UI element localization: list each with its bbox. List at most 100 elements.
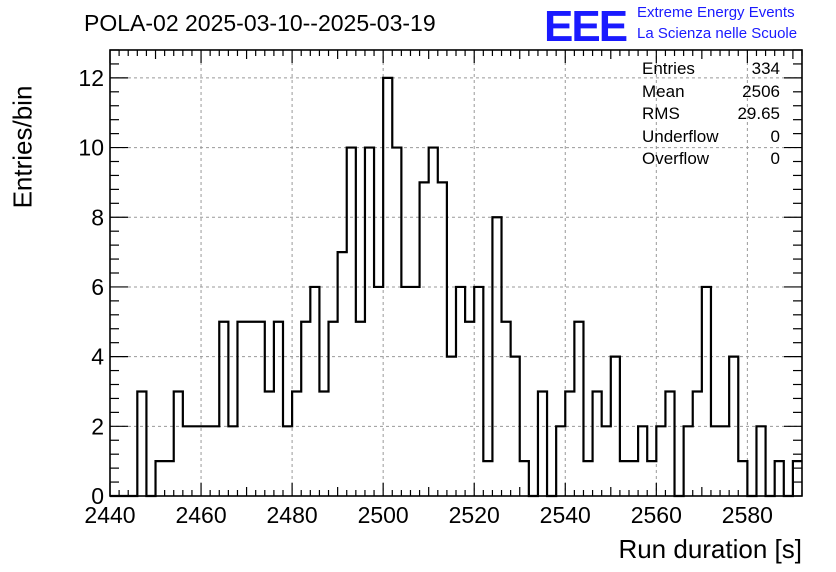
histogram-bin: [538, 391, 547, 496]
logo-tagline-1: Extreme Energy Events: [637, 4, 795, 21]
histogram-bin: [656, 426, 665, 496]
histogram-bin: [638, 426, 647, 496]
histogram-bin: [310, 287, 319, 496]
histogram-bin: [174, 391, 183, 496]
histogram-bin: [210, 426, 219, 496]
y-tick-label: 2: [91, 413, 104, 439]
x-tick-label: 2580: [722, 502, 773, 528]
histogram-bin: [702, 287, 711, 496]
histogram-bin: [247, 322, 256, 496]
histogram-bin: [401, 287, 410, 496]
histogram-bin: [256, 322, 265, 496]
histogram-bin: [647, 461, 656, 496]
y-tick-label: 6: [91, 274, 104, 300]
x-tick-label: 2440: [84, 502, 135, 528]
histogram-bin: [720, 426, 729, 496]
histogram-bin: [292, 391, 301, 496]
stat-row-overflow: Overflow 0: [642, 149, 780, 172]
stat-value: 0: [770, 149, 780, 168]
x-tick-label: 2500: [358, 502, 409, 528]
histogram-bin: [738, 461, 747, 496]
histogram-bin: [319, 391, 328, 496]
histogram-bin: [483, 461, 492, 496]
y-tick-label: 10: [78, 135, 104, 161]
y-axis-label: Entries/bin: [7, 85, 38, 209]
stat-row-entries: Entries 334: [642, 59, 780, 82]
histogram-bin: [593, 391, 602, 496]
histogram-bin: [410, 287, 419, 496]
histogram-bin: [775, 461, 784, 496]
stat-label: Underflow: [642, 126, 719, 146]
x-tick-label: 2540: [540, 502, 591, 528]
histogram-bin: [329, 322, 338, 496]
histogram-bin: [520, 461, 529, 496]
histogram-bin: [565, 391, 574, 496]
y-tick-label: 8: [91, 204, 104, 230]
histogram-bin: [265, 391, 274, 496]
histogram-bin: [429, 148, 438, 496]
histogram-bin: [583, 461, 592, 496]
histogram-bin: [684, 426, 693, 496]
stats-box: Entries 334 Mean 2506 RMS 29.65 Underflo…: [642, 59, 780, 172]
histogram-bin: [219, 322, 228, 496]
histogram-bin: [192, 426, 201, 496]
histogram-bin: [420, 182, 429, 496]
x-tick-label: 2520: [449, 502, 500, 528]
histogram-bin: [338, 252, 347, 496]
histogram-bin: [392, 148, 401, 496]
chart-title: POLA-02 2025-03-10--2025-03-19: [84, 10, 436, 36]
histogram-bin: [374, 287, 383, 496]
histogram-bin: [201, 426, 210, 496]
stat-row-rms: RMS 29.65: [642, 104, 780, 127]
y-tick-label: 4: [91, 344, 104, 370]
histogram-bin: [165, 461, 174, 496]
stat-row-underflow: Underflow 0: [642, 127, 780, 150]
stat-value: 29.65: [737, 104, 780, 123]
histogram-bin: [502, 322, 511, 496]
stat-label: Mean: [642, 81, 685, 101]
histogram-bin: [228, 426, 237, 496]
histogram-bin: [347, 148, 356, 496]
histogram-bin: [137, 391, 146, 496]
y-tick-label: 12: [78, 65, 104, 91]
histogram-bin: [438, 182, 447, 496]
histogram-bin: [156, 461, 165, 496]
stat-value: 2506: [742, 81, 780, 101]
stat-label: Entries: [642, 59, 695, 78]
y-axis-label-box: Entries/bin: [6, 86, 40, 209]
stat-value: 334: [751, 59, 780, 78]
histogram-bin: [356, 322, 365, 496]
histogram-bin: [711, 426, 720, 496]
stat-label: RMS: [642, 104, 680, 123]
histogram-bin: [474, 287, 483, 496]
stat-value: 0: [770, 126, 780, 146]
histogram-bin: [620, 461, 629, 496]
x-tick-label: 2460: [175, 502, 226, 528]
histogram-bin: [556, 426, 565, 496]
logo-tagline-2: La Scienza nelle Scuole: [637, 25, 798, 42]
histogram-bin: [629, 461, 638, 496]
histogram-bin: [756, 426, 765, 496]
y-tick-label: 0: [91, 483, 104, 509]
histogram-bin: [693, 391, 702, 496]
tick-labels: 2440 2460 2480 2500 2520 2540 2560 2580 0 2 4 6 8 10 1…: [78, 65, 773, 528]
histogram-bin: [274, 322, 283, 496]
histogram-bin: [183, 426, 192, 496]
stat-label: Overflow: [642, 149, 710, 168]
stat-row-mean: Mean 2506: [642, 82, 780, 105]
histogram-bin: [456, 287, 465, 496]
histogram-bin: [283, 426, 292, 496]
histogram-bin: [602, 426, 611, 496]
histogram-bin: [301, 322, 310, 496]
x-tick-label: 2480: [267, 502, 318, 528]
histogram-bin: [665, 391, 674, 496]
histogram-bin: [237, 322, 246, 496]
histogram-outline: [110, 76, 802, 498]
x-axis-label: Run duration [s]: [618, 534, 802, 564]
histogram-bin: [793, 461, 802, 496]
histogram-bin: [574, 322, 583, 496]
eee-logo: EEE: [544, 2, 628, 51]
histogram-bin: [365, 148, 374, 496]
